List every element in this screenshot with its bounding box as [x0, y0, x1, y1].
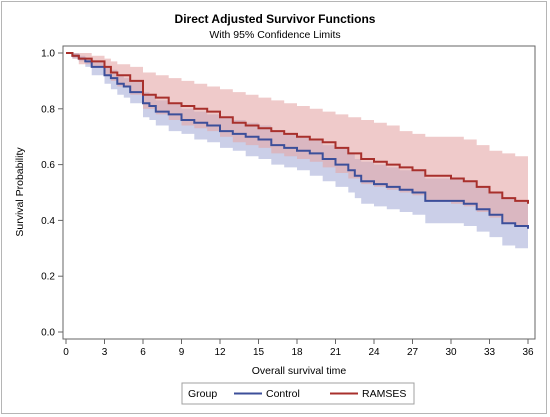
- chart-title: Direct Adjusted Survivor Functions: [175, 12, 376, 26]
- survival-line-ramses: [66, 52, 529, 204]
- x-axis-label: Overall survival time: [252, 365, 347, 377]
- x-tick-label: 30: [445, 347, 457, 358]
- x-tick-label: 33: [484, 347, 496, 358]
- plot-area-border: [62, 45, 536, 340]
- legend-box: [181, 382, 415, 405]
- x-tick-label: 6: [140, 347, 146, 358]
- y-axis-ticks: 0.0 0.2 0.4 0.6 0.8 1.0: [41, 49, 63, 339]
- x-axis-ticks: 0 3 6 9 12 15 18 21 24 27 30 33 36: [63, 339, 534, 358]
- x-tick-label: 27: [407, 347, 419, 358]
- chart-subtitle: With 95% Confidence Limits: [209, 29, 340, 41]
- y-tick-label: 1.0: [41, 49, 55, 60]
- y-tick-label: 0.2: [41, 272, 55, 283]
- legend-title: Group: [188, 388, 217, 400]
- confidence-band-ramses: [66, 53, 528, 229]
- y-tick-label: 0.0: [41, 328, 55, 339]
- legend-label-ramses: RAMSES: [362, 388, 406, 400]
- x-tick-label: 36: [522, 347, 534, 358]
- survival-curves: [66, 52, 529, 229]
- y-axis-label: Survival Probability: [14, 147, 26, 237]
- x-tick-label: 24: [368, 347, 380, 358]
- x-tick-label: 9: [179, 347, 185, 358]
- survival-line-control: [66, 52, 529, 229]
- legend-label-control: Control: [266, 388, 300, 400]
- y-tick-label: 0.6: [41, 160, 55, 171]
- x-tick-label: 0: [63, 347, 69, 358]
- confidence-bands: [66, 53, 528, 252]
- x-tick-label: 12: [214, 347, 226, 358]
- y-tick-label: 0.4: [41, 216, 55, 227]
- x-tick-label: 3: [102, 347, 108, 358]
- x-tick-label: 18: [291, 347, 303, 358]
- y-tick-label: 0.8: [41, 104, 55, 115]
- legend: Group Control RAMSES: [181, 382, 415, 405]
- x-tick-label: 15: [253, 347, 265, 358]
- x-tick-label: 21: [330, 347, 342, 358]
